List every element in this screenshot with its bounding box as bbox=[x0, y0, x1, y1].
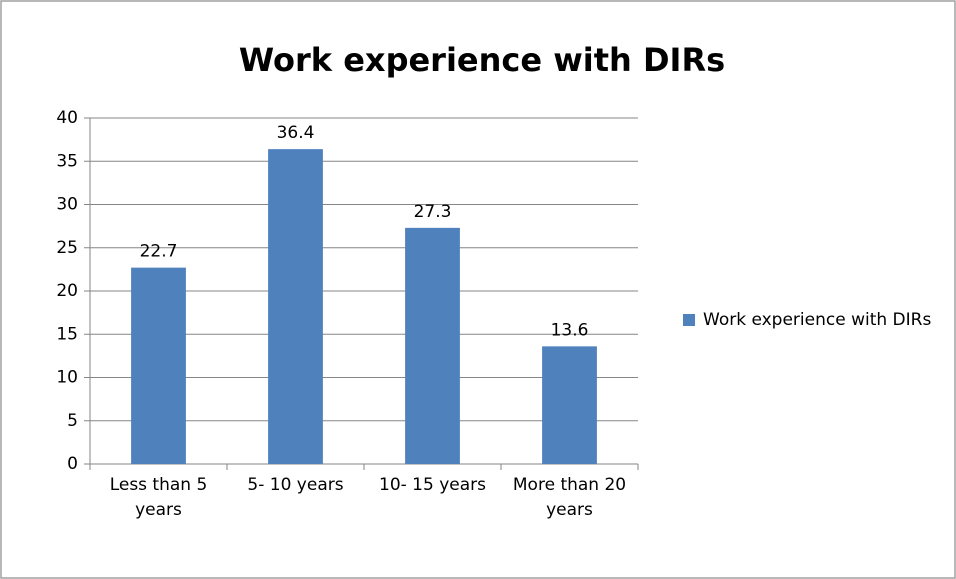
x-tick-label: More than 20 years bbox=[512, 475, 627, 520]
x-tick-label: 5- 10 years bbox=[247, 475, 344, 495]
y-tick-label: 40 bbox=[56, 108, 78, 128]
bar bbox=[268, 149, 323, 464]
x-tick-label: 10- 15 years bbox=[379, 475, 486, 495]
bar bbox=[405, 227, 460, 464]
y-tick-label: 30 bbox=[56, 195, 78, 215]
y-tick-label: 35 bbox=[56, 151, 78, 171]
chart-title: Work experience with DIRs bbox=[239, 41, 725, 79]
data-label: 22.7 bbox=[140, 242, 178, 262]
bar bbox=[542, 346, 597, 464]
y-tick-label: 10 bbox=[56, 368, 78, 388]
data-label: 13.6 bbox=[551, 320, 589, 340]
legend-swatch bbox=[683, 314, 695, 326]
y-tick-label: 5 bbox=[67, 411, 78, 431]
legend-label: Work experience with DIRs bbox=[703, 310, 932, 330]
x-tick-label: Less than 5 years bbox=[109, 475, 208, 520]
bar bbox=[131, 267, 186, 464]
y-tick-label: 15 bbox=[56, 324, 78, 344]
data-label: 36.4 bbox=[277, 123, 315, 143]
y-tick-label: 0 bbox=[67, 454, 78, 474]
y-tick-label: 20 bbox=[56, 281, 78, 301]
y-tick-label: 25 bbox=[56, 238, 78, 258]
data-label: 27.3 bbox=[414, 202, 452, 222]
